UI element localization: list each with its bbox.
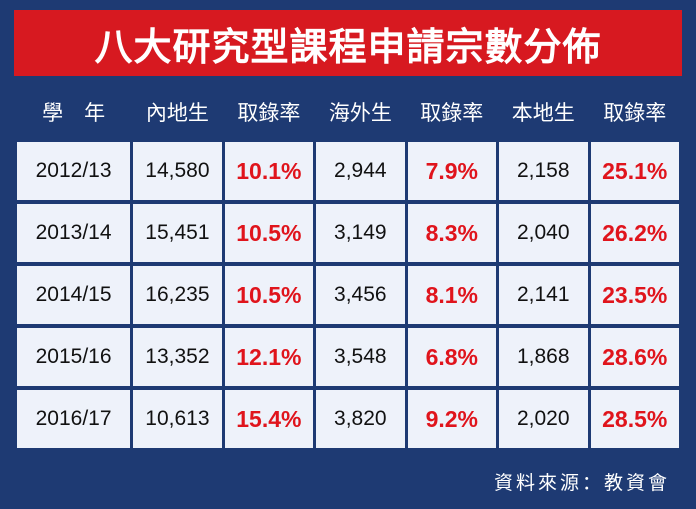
cell-year: 2013/14 [17,204,131,262]
cell-overseas: 3,548 [316,328,405,386]
cell-local-rate: 23.5% [590,266,679,324]
cell-mainland: 14,580 [133,142,222,200]
cell-overseas: 3,149 [316,204,405,262]
table-row: 2016/17 10,613 15.4% 3,820 9.2% 2,020 28… [17,390,679,448]
header-local-rate: 取錄率 [603,101,667,125]
header-overseas-rate: 取錄率 [420,101,484,125]
cell-mainland: 13,352 [133,328,222,386]
cell-mainland: 15,451 [133,204,222,262]
cell-mainland-rate: 10.5% [224,204,314,262]
cell-mainland-rate: 15.4% [224,390,314,448]
cell-local-rate: 25.1% [590,142,679,200]
table-row: 2013/14 15,451 10.5% 3,149 8.3% 2,040 26… [17,204,679,262]
cell-local-rate: 26.2% [590,204,679,262]
cell-year: 2015/16 [17,328,131,386]
cell-local-rate: 28.5% [590,390,679,448]
table-title: 八大研究型課程申請宗數分佈 [14,10,682,76]
cell-year: 2014/15 [17,266,131,324]
cell-overseas: 2,944 [316,142,405,200]
cell-local-rate: 28.6% [590,328,679,386]
cell-local: 2,141 [499,266,588,324]
header-local: 本地生 [511,101,575,125]
cell-overseas: 3,456 [316,266,405,324]
header-overseas: 海外生 [328,101,392,125]
cell-local: 2,020 [499,390,588,448]
header-mainland-rate: 取錄率 [237,101,301,125]
header-row: 學 年 內地生 取錄率 海外生 取錄率 本地生 取錄率 [17,86,679,138]
cell-mainland-rate: 12.1% [224,328,314,386]
table-row: 2014/15 16,235 10.5% 3,456 8.1% 2,141 23… [17,266,679,324]
source-note: 資料來源：教資會 [493,472,670,494]
cell-local: 1,868 [499,328,588,386]
cell-overseas-rate: 9.2% [407,390,497,448]
cell-overseas-rate: 6.8% [407,328,497,386]
cell-overseas-rate: 8.1% [407,266,497,324]
cell-year: 2016/17 [17,390,131,448]
cell-overseas-rate: 7.9% [407,142,497,200]
cell-mainland-rate: 10.1% [224,142,314,200]
cell-local: 2,158 [499,142,588,200]
cell-overseas-rate: 8.3% [407,204,497,262]
cell-overseas: 3,820 [316,390,405,448]
table-row: 2012/13 14,580 10.1% 2,944 7.9% 2,158 25… [17,142,679,200]
table-row: 2015/16 13,352 12.1% 3,548 6.8% 1,868 28… [17,328,679,386]
applications-table: 學 年 內地生 取錄率 海外生 取錄率 本地生 取錄率 2012/13 14,5… [14,82,682,452]
cell-year: 2012/13 [17,142,131,200]
cell-mainland: 10,613 [133,390,222,448]
header-mainland: 內地生 [145,101,209,125]
cell-mainland-rate: 10.5% [224,266,314,324]
cell-mainland: 16,235 [133,266,222,324]
cell-local: 2,040 [499,204,588,262]
header-year: 學 年 [42,101,106,125]
